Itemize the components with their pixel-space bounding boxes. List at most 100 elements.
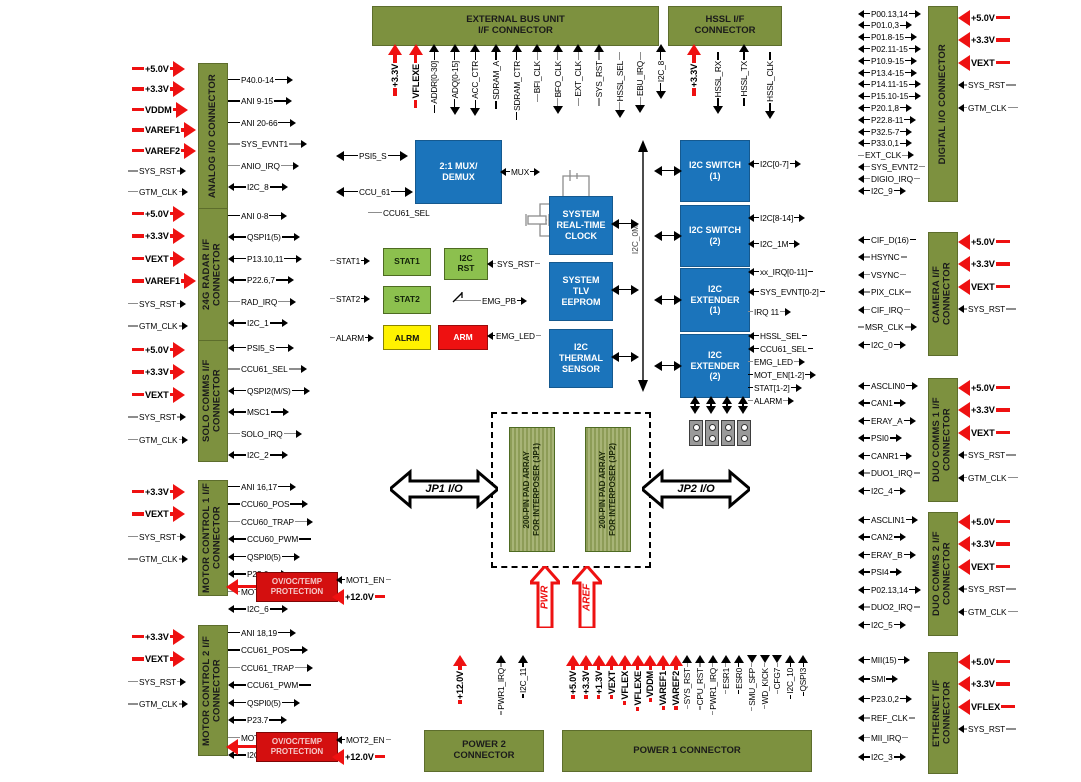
power-label: SYS_RST — [968, 724, 1006, 734]
jumper-header-1[interactable] — [705, 420, 719, 446]
i2c-device-1[interactable]: I2C SWITCH (2) — [680, 205, 750, 267]
arrow-left-icon — [611, 284, 619, 295]
jp1-pad-array[interactable]: 200-PIN PAD ARRAY FOR INTERPOSER (JP1) — [509, 427, 555, 552]
connector-right-2[interactable]: DUO COMMS 1 I/F CONNECTOR — [928, 378, 958, 502]
signal-label: SDRAM_CTR — [511, 61, 522, 111]
arrow-left-icon — [858, 399, 864, 407]
signal-label: I2C_8 — [655, 61, 666, 83]
power-row: VEXT — [958, 424, 1010, 441]
signal-label: VAREF1 — [658, 671, 669, 706]
arrow-up-icon — [591, 655, 606, 666]
signal-row: P22.6,7 — [228, 275, 294, 286]
connector-4[interactable]: MOTOR CONTROL 2 I/F CONNECTOR — [198, 625, 228, 756]
i2c-rst-line2: RST — [457, 263, 475, 273]
system-block-2[interactable]: I2C THERMAL SENSOR — [549, 329, 613, 388]
arrow-left-icon — [228, 681, 234, 689]
i2c-device-0[interactable]: I2C SWITCH (1) — [680, 140, 750, 202]
i2c-rst-block[interactable]: I2C RST — [444, 248, 488, 280]
mux-in2-label: CCU_61 — [359, 186, 391, 197]
power-label: +5.0V — [971, 656, 995, 667]
power1-connector[interactable]: POWER 1 CONNECTOR — [562, 730, 812, 772]
arrow-right-icon — [180, 413, 187, 421]
arm-block[interactable]: ARM — [438, 325, 488, 350]
connector-2[interactable]: SOLO COMMS I/F CONNECTOR — [198, 340, 228, 462]
arrow-left-icon — [654, 230, 662, 241]
power-row: +5.0V — [958, 653, 1010, 670]
system-block-1[interactable]: SYSTEM TLV EEPROM — [549, 262, 613, 321]
signal-label: SYS_RST — [594, 61, 604, 98]
indicator-label: ALRM — [394, 332, 420, 343]
signal-label: SMU_SFP — [746, 668, 757, 706]
arrow-right-icon — [301, 140, 308, 148]
signal-label: I2C_9 — [871, 185, 893, 196]
protection-block-3[interactable]: OV/OC/TEMP PROTECTION — [256, 572, 338, 602]
system-block-line: EEPROM — [561, 296, 601, 307]
emg-pushbutton-row[interactable]: EMG_PB — [455, 295, 527, 306]
arrow-up-icon — [785, 655, 796, 663]
mux-demux-block[interactable]: 2:1 MUX/ DEMUX — [415, 140, 502, 204]
signal-row: I2C_3 — [858, 752, 906, 763]
signal-label: P13.4-15 — [871, 67, 904, 78]
mux-label-line1: 2:1 MUX/ — [439, 161, 478, 172]
i2c-output-label: MOT_EN[1-2] — [754, 369, 805, 380]
signal-row: P02.13,14 — [858, 584, 921, 595]
signal-label: EXT_CLK — [865, 150, 902, 161]
i2c-device-3[interactable]: I2C EXTENDER (2) — [680, 334, 750, 398]
hssl-connector[interactable]: HSSL I/F CONNECTOR — [668, 6, 782, 46]
power-row: +5.0V — [132, 60, 185, 77]
signal-label: CCU61_TRAP — [241, 662, 294, 673]
connector-right-4[interactable]: ETHERNET I/F CONNECTOR — [928, 652, 958, 774]
jp1-io-arrow: JP1 I/O — [390, 468, 498, 510]
signal-label: QSPI1(5) — [247, 232, 281, 242]
power-label: GTM_CLK — [968, 606, 1007, 617]
power2-connector[interactable]: POWER 2 CONNECTOR — [424, 730, 544, 772]
signal-stalk: SMU_SFP — [746, 655, 757, 731]
signal-label: CIF_IRQ — [871, 304, 904, 315]
arrow-right-icon — [915, 92, 922, 101]
arrow-down-icon — [635, 105, 646, 114]
connector-right-1[interactable]: CAMERA I/F CONNECTOR — [928, 232, 958, 356]
jumper-header-0[interactable] — [689, 420, 703, 446]
system-block-0[interactable]: SYSTEM REAL-TIME CLOCK — [549, 196, 613, 255]
power-row: VEXT — [132, 386, 185, 403]
arrow-left-icon — [228, 233, 234, 241]
jp2-pad-array[interactable]: 200-PIN PAD ARRAY FOR INTERPOSER (JP2) — [585, 427, 631, 552]
indicator-alrm[interactable]: ALRM — [383, 325, 431, 350]
arrow-left-icon — [858, 56, 864, 65]
indicator-signal: STAT1 — [330, 255, 371, 266]
power-row: SYS_RST — [958, 80, 1017, 91]
arrow-up-icon — [655, 44, 666, 52]
power-label: VFLEX — [971, 701, 1001, 712]
i2c-device-2[interactable]: I2C EXTENDER (1) — [680, 268, 750, 332]
signal-label: I2C_4 — [871, 485, 893, 496]
power-label: GTM_CLK — [139, 321, 178, 331]
signal-label: PIX_CLK — [871, 287, 905, 297]
indicator-stat2[interactable]: STAT2 — [383, 286, 431, 314]
connector-right-0[interactable]: DIGITAL I/O CONNECTOR — [928, 6, 958, 202]
arrow-right-icon — [180, 167, 187, 175]
arrow-left-icon — [858, 550, 864, 559]
power-row: GTM_CLK — [128, 699, 188, 710]
protection-block-4[interactable]: OV/OC/TEMP PROTECTION — [256, 732, 338, 762]
power-label: VAREF1 — [145, 125, 180, 135]
signal-label: ASCLIN1 — [871, 514, 905, 525]
jumper-header-3[interactable] — [737, 420, 751, 446]
arrow-left-icon — [958, 278, 970, 295]
arrow-right-icon — [909, 550, 916, 559]
aref-input-arrow: AREF — [568, 563, 606, 630]
indicator-stat1[interactable]: STAT1 — [383, 248, 431, 276]
connector-0[interactable]: ANALOG I/O CONNECTOR — [198, 63, 228, 209]
connector-3[interactable]: MOTOR CONTROL 1 I/F CONNECTOR — [198, 480, 228, 596]
arrow-left-icon — [858, 568, 864, 576]
arrow-up-icon — [630, 655, 645, 666]
i2c-output-row: MOT_EN[1-2] — [748, 369, 817, 380]
arrow-right-icon — [910, 115, 917, 124]
ebu-connector[interactable]: EXTERNAL BUS UNIT I/F CONNECTOR — [372, 6, 659, 46]
connector-1[interactable]: 24G RADAR I/F CONNECTOR — [198, 208, 228, 341]
connector-right-3[interactable]: DUO COMMS 2 I/F CONNECTOR — [928, 512, 958, 636]
jumper-header-2[interactable] — [721, 420, 735, 446]
arrow-up-icon — [656, 655, 671, 666]
arrow-left-icon — [654, 294, 662, 305]
power-label: SYS_RST — [139, 166, 177, 176]
signal-row: I2C_9 — [858, 185, 906, 196]
